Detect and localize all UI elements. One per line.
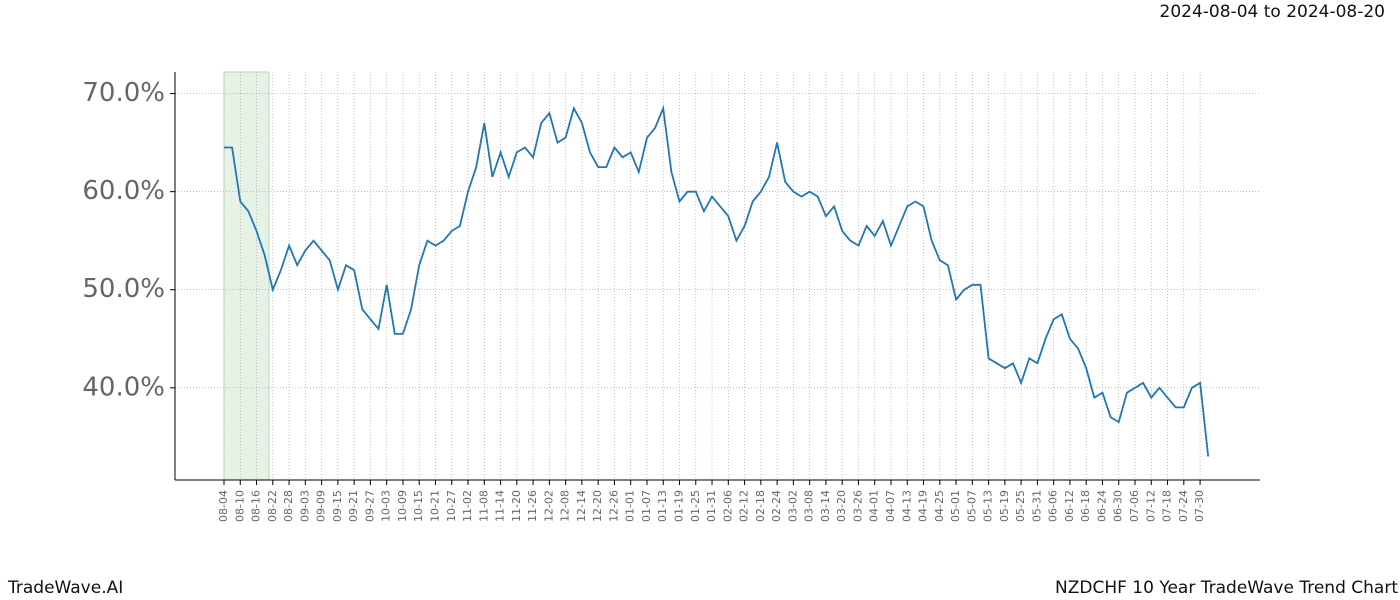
y-tick-label: 50.0%	[82, 274, 165, 304]
x-tick-label: 05-13	[982, 490, 995, 522]
x-tick-label: 11-14	[494, 490, 507, 522]
x-tick-label: 04-25	[933, 490, 946, 522]
y-tick-label: 40.0%	[82, 372, 165, 402]
x-tick-label: 01-25	[689, 490, 702, 522]
x-tick-label: 12-14	[575, 490, 588, 522]
x-tick-label: 11-26	[526, 490, 539, 522]
chart-title: NZDCHF 10 Year TradeWave Trend Chart	[1055, 578, 1398, 598]
x-tick-label: 08-22	[266, 490, 279, 522]
x-tick-label: 10-09	[396, 490, 409, 522]
x-tick-label: 10-03	[380, 490, 393, 522]
x-tick-label: 11-02	[461, 490, 474, 522]
line-series	[224, 104, 1210, 457]
x-tick-label: 08-10	[233, 490, 246, 522]
x-tick-label: 06-12	[1063, 490, 1076, 522]
x-tick-label: 07-24	[1177, 490, 1190, 522]
y-tick-label: 70.0%	[82, 78, 165, 108]
x-tick-label: 07-06	[1128, 490, 1141, 522]
x-tick-label: 11-20	[510, 490, 523, 522]
x-tick-label: 02-18	[754, 490, 767, 522]
x-tick-label: 10-21	[428, 490, 441, 522]
x-tick-label: 03-26	[851, 490, 864, 522]
x-tick-label: 08-28	[282, 490, 295, 522]
x-tick-label: 02-06	[721, 490, 734, 522]
x-tick-label: 09-21	[347, 490, 360, 522]
x-tick-label: 08-04	[217, 490, 230, 522]
x-tick-label: 10-15	[412, 490, 425, 522]
x-tick-label: 11-08	[477, 490, 490, 522]
x-tick-label: 04-19	[917, 490, 930, 522]
x-tick-label: 06-18	[1079, 490, 1092, 522]
x-tick-label: 05-31	[1030, 490, 1043, 522]
x-tick-label: 02-12	[738, 490, 751, 522]
grid	[175, 72, 1260, 480]
date-range: 2024-08-04 to 2024-08-20	[1160, 2, 1385, 22]
x-tick-label: 04-01	[868, 490, 881, 522]
x-tick-label: 07-12	[1144, 490, 1157, 522]
brand: TradeWave.AI	[7, 578, 123, 598]
x-tick-label: 01-31	[705, 490, 718, 522]
x-tick-label: 06-30	[1112, 490, 1125, 522]
x-tick-label: 04-13	[900, 490, 913, 522]
x-tick-label: 03-08	[803, 490, 816, 522]
x-tick-label: 07-18	[1161, 490, 1174, 522]
x-tick-label: 01-01	[624, 490, 637, 522]
x-tick-label: 09-03	[298, 490, 311, 522]
highlight-span	[223, 71, 270, 481]
x-tick-label: 09-15	[331, 490, 344, 522]
x-tick-label: 03-02	[786, 490, 799, 522]
x-tick-label: 12-26	[607, 490, 620, 522]
x-tick-label: 05-25	[1014, 490, 1027, 522]
x-tick-label: 10-27	[445, 490, 458, 522]
y-tick-label: 60.0%	[82, 176, 165, 206]
x-tick-label: 05-07	[965, 490, 978, 522]
x-tick-label: 08-16	[250, 490, 263, 522]
x-tick-label: 02-24	[770, 490, 783, 522]
x-tick-label: 01-13	[656, 490, 669, 522]
x-tick-label: 01-07	[640, 490, 653, 522]
x-tick-label: 12-20	[591, 490, 604, 522]
x-tick-label: 09-27	[363, 490, 376, 522]
x-tick-label: 06-24	[1095, 490, 1108, 522]
x-tick-label: 07-30	[1193, 490, 1206, 522]
x-tick-label: 09-09	[315, 490, 328, 522]
x-tick-label: 01-19	[673, 490, 686, 522]
x-tick-label: 03-20	[835, 490, 848, 522]
x-tick-label: 12-08	[559, 490, 572, 522]
x-tick-label: 06-06	[1047, 490, 1060, 522]
x-tick-label: 12-02	[542, 490, 555, 522]
x-tick-label: 03-14	[819, 490, 832, 522]
x-tick-label: 05-19	[998, 490, 1011, 522]
x-tick-label: 05-01	[949, 490, 962, 522]
x-tick-label: 04-07	[884, 490, 897, 522]
plot	[224, 104, 1210, 457]
